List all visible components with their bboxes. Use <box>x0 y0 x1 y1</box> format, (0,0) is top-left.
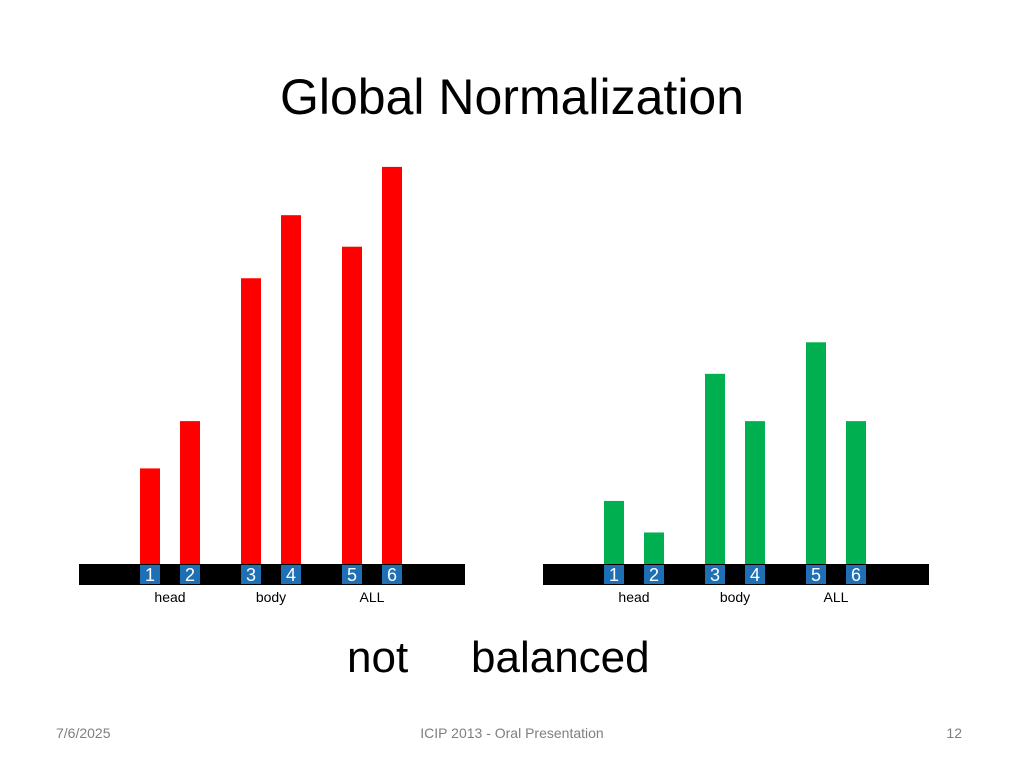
category-box-3 <box>705 565 725 584</box>
category-label-5: 5 <box>811 565 821 585</box>
category-label-2: 2 <box>185 565 195 585</box>
category-box-2 <box>180 565 200 584</box>
category-box-3 <box>241 565 261 584</box>
bar-1 <box>140 468 160 564</box>
bar-3 <box>705 373 725 564</box>
caption-word-balanced: balanced <box>471 633 650 682</box>
category-label-6: 6 <box>851 565 861 585</box>
category-label-1: 1 <box>145 565 155 585</box>
bar-chart-right: 1 2 3 4 5 6 head body ALL <box>543 342 929 605</box>
category-box-4 <box>281 565 301 584</box>
category-box-4 <box>745 565 765 584</box>
category-label-5: 5 <box>347 565 357 585</box>
bar-6 <box>382 166 402 564</box>
category-box-2 <box>644 565 664 584</box>
bar-chart-left: 1 2 3 4 5 6 head body ALL <box>79 166 465 605</box>
group-label-body: body <box>720 589 750 605</box>
category-label-4: 4 <box>750 565 760 585</box>
bar-2 <box>180 421 200 564</box>
group-label-body: body <box>256 589 286 605</box>
footer-page-number: 12 <box>946 725 962 741</box>
bar-3 <box>241 278 261 564</box>
category-box-5 <box>342 565 362 584</box>
category-box-5 <box>806 565 826 584</box>
category-label-3: 3 <box>246 565 256 585</box>
category-label-1: 1 <box>609 565 619 585</box>
group-label-head: head <box>618 589 649 605</box>
bar-5 <box>342 246 362 564</box>
caption-word-not: not <box>347 633 409 682</box>
footer-presentation-title: ICIP 2013 - Oral Presentation <box>420 725 604 741</box>
slide-title: Global Normalization <box>279 69 745 125</box>
group-label-head: head <box>154 589 185 605</box>
bar-5 <box>806 342 826 564</box>
category-label-4: 4 <box>286 565 296 585</box>
category-box-6 <box>382 565 402 584</box>
bar-2 <box>644 532 664 564</box>
group-label-all: ALL <box>824 589 849 605</box>
axis-baseline <box>79 564 465 585</box>
footer-date: 7/6/2025 <box>56 725 111 741</box>
group-label-all: ALL <box>360 589 385 605</box>
category-box-1 <box>140 565 160 584</box>
axis-baseline <box>543 564 929 585</box>
category-label-6: 6 <box>387 565 397 585</box>
category-label-2: 2 <box>649 565 659 585</box>
bar-4 <box>281 215 301 564</box>
category-box-6 <box>846 565 866 584</box>
caption: not balanced <box>0 630 1024 690</box>
category-box-1 <box>604 565 624 584</box>
category-label-3: 3 <box>710 565 720 585</box>
bar-4 <box>745 421 765 564</box>
bar-1 <box>604 500 624 564</box>
bar-6 <box>846 421 866 564</box>
